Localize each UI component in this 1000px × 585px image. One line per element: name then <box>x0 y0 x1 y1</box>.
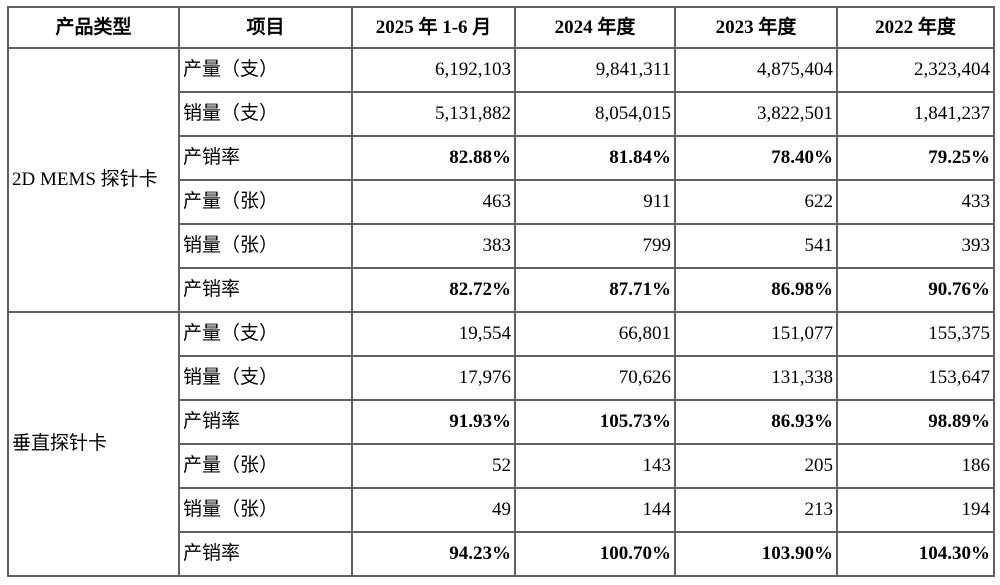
item-cell: 销量（支） <box>178 355 353 401</box>
product-type-label: 2D MEMS 探针卡 <box>12 169 158 191</box>
value-cell: 213 <box>674 487 838 533</box>
table-row: 销量（张） 383 799 541 393 <box>8 223 995 269</box>
table-row-ratio: 产销率 82.72% 87.71% 86.98% 90.76% <box>8 267 995 313</box>
value-cell: 155,375 <box>836 311 995 357</box>
value-cell: 4,875,404 <box>674 47 838 93</box>
value-cell: 393 <box>836 223 995 269</box>
value-cell: 66,801 <box>514 311 676 357</box>
value-cell: 98.89% <box>836 399 995 445</box>
value-cell: 9,841,311 <box>514 47 676 93</box>
item-cell: 销量（支） <box>178 91 353 137</box>
table-row: 2D MEMS 探针卡 产量（支） 6,192,103 9,841,311 4,… <box>7 47 995 313</box>
value-cell: 17,976 <box>351 355 516 401</box>
header-row: 产品类型 项目 2025 年 1-6 月 2024 年度 2023 年度 202… <box>7 6 995 49</box>
value-cell: 52 <box>351 443 516 489</box>
value-cell: 103.90% <box>674 531 838 577</box>
table-row: 产量（张） 52 143 205 186 <box>8 443 995 489</box>
product-type-label: 垂直探针卡 <box>12 433 108 455</box>
value-cell: 91.93% <box>351 399 516 445</box>
value-cell: 81.84% <box>514 135 676 181</box>
header-2025h1: 2025 年 1-6 月 <box>351 6 516 49</box>
table-row-ratio: 产销率 94.23% 100.70% 103.90% 104.30% <box>8 531 995 577</box>
table-row: 销量（支） 5,131,882 8,054,015 3,822,501 1,84… <box>8 91 995 137</box>
value-cell: 5,131,882 <box>351 91 516 137</box>
value-cell: 433 <box>836 179 995 225</box>
value-cell: 86.98% <box>674 267 838 313</box>
value-cell: 622 <box>674 179 838 225</box>
value-cell: 100.70% <box>514 531 676 577</box>
table-row: 销量（张） 49 144 213 194 <box>8 487 995 533</box>
table-row: 产量（张） 463 911 622 433 <box>8 179 995 225</box>
value-cell: 94.23% <box>351 531 516 577</box>
value-cell: 151,077 <box>674 311 838 357</box>
value-cell: 79.25% <box>836 135 995 181</box>
value-cell: 1,841,237 <box>836 91 995 137</box>
value-cell: 90.76% <box>836 267 995 313</box>
header-2022: 2022 年度 <box>836 6 995 49</box>
item-cell: 产销率 <box>178 135 353 181</box>
item-cell: 销量（张） <box>178 223 353 269</box>
value-cell: 911 <box>514 179 676 225</box>
value-cell: 131,338 <box>674 355 838 401</box>
product-type-cell-2d-mems: 2D MEMS 探针卡 <box>7 47 180 313</box>
product-type-cell-vertical: 垂直探针卡 <box>7 311 180 577</box>
value-cell: 541 <box>674 223 838 269</box>
value-cell: 82.88% <box>351 135 516 181</box>
value-cell: 186 <box>836 443 995 489</box>
table-row-ratio: 产销率 82.88% 81.84% 78.40% 79.25% <box>8 135 995 181</box>
value-cell: 78.40% <box>674 135 838 181</box>
value-cell: 799 <box>514 223 676 269</box>
value-cell: 383 <box>351 223 516 269</box>
value-cell: 3,822,501 <box>674 91 838 137</box>
item-cell: 产量（支） <box>178 47 353 93</box>
value-cell: 87.71% <box>514 267 676 313</box>
item-cell: 产销率 <box>178 531 353 577</box>
table-row: 垂直探针卡 产量（支） 19,554 66,801 151,077 155,37… <box>7 311 995 577</box>
value-cell: 2,323,404 <box>836 47 995 93</box>
value-cell: 144 <box>514 487 676 533</box>
value-cell: 194 <box>836 487 995 533</box>
item-cell: 产量（张） <box>178 179 353 225</box>
item-cell: 产销率 <box>178 399 353 445</box>
value-cell: 463 <box>351 179 516 225</box>
table-row: 销量（支） 17,976 70,626 131,338 153,647 <box>8 355 995 401</box>
item-cell: 产销率 <box>178 267 353 313</box>
value-cell: 70,626 <box>514 355 676 401</box>
value-cell: 82.72% <box>351 267 516 313</box>
header-item: 项目 <box>178 6 353 49</box>
value-cell: 8,054,015 <box>514 91 676 137</box>
value-cell: 86.93% <box>674 399 838 445</box>
table-row-ratio: 产销率 91.93% 105.73% 86.93% 98.89% <box>8 399 995 445</box>
production-sales-table: 产品类型 项目 2025 年 1-6 月 2024 年度 2023 年度 202… <box>7 6 995 577</box>
value-cell: 104.30% <box>836 531 995 577</box>
value-cell: 205 <box>674 443 838 489</box>
value-cell: 153,647 <box>836 355 995 401</box>
header-2024: 2024 年度 <box>514 6 676 49</box>
value-cell: 143 <box>514 443 676 489</box>
value-cell: 19,554 <box>351 311 516 357</box>
item-cell: 产量（张） <box>178 443 353 489</box>
value-cell: 49 <box>351 487 516 533</box>
value-cell: 105.73% <box>514 399 676 445</box>
header-product-type: 产品类型 <box>7 6 180 49</box>
header-2023: 2023 年度 <box>674 6 838 49</box>
item-cell: 产量（支） <box>178 311 353 357</box>
item-cell: 销量（张） <box>178 487 353 533</box>
value-cell: 6,192,103 <box>351 47 516 93</box>
